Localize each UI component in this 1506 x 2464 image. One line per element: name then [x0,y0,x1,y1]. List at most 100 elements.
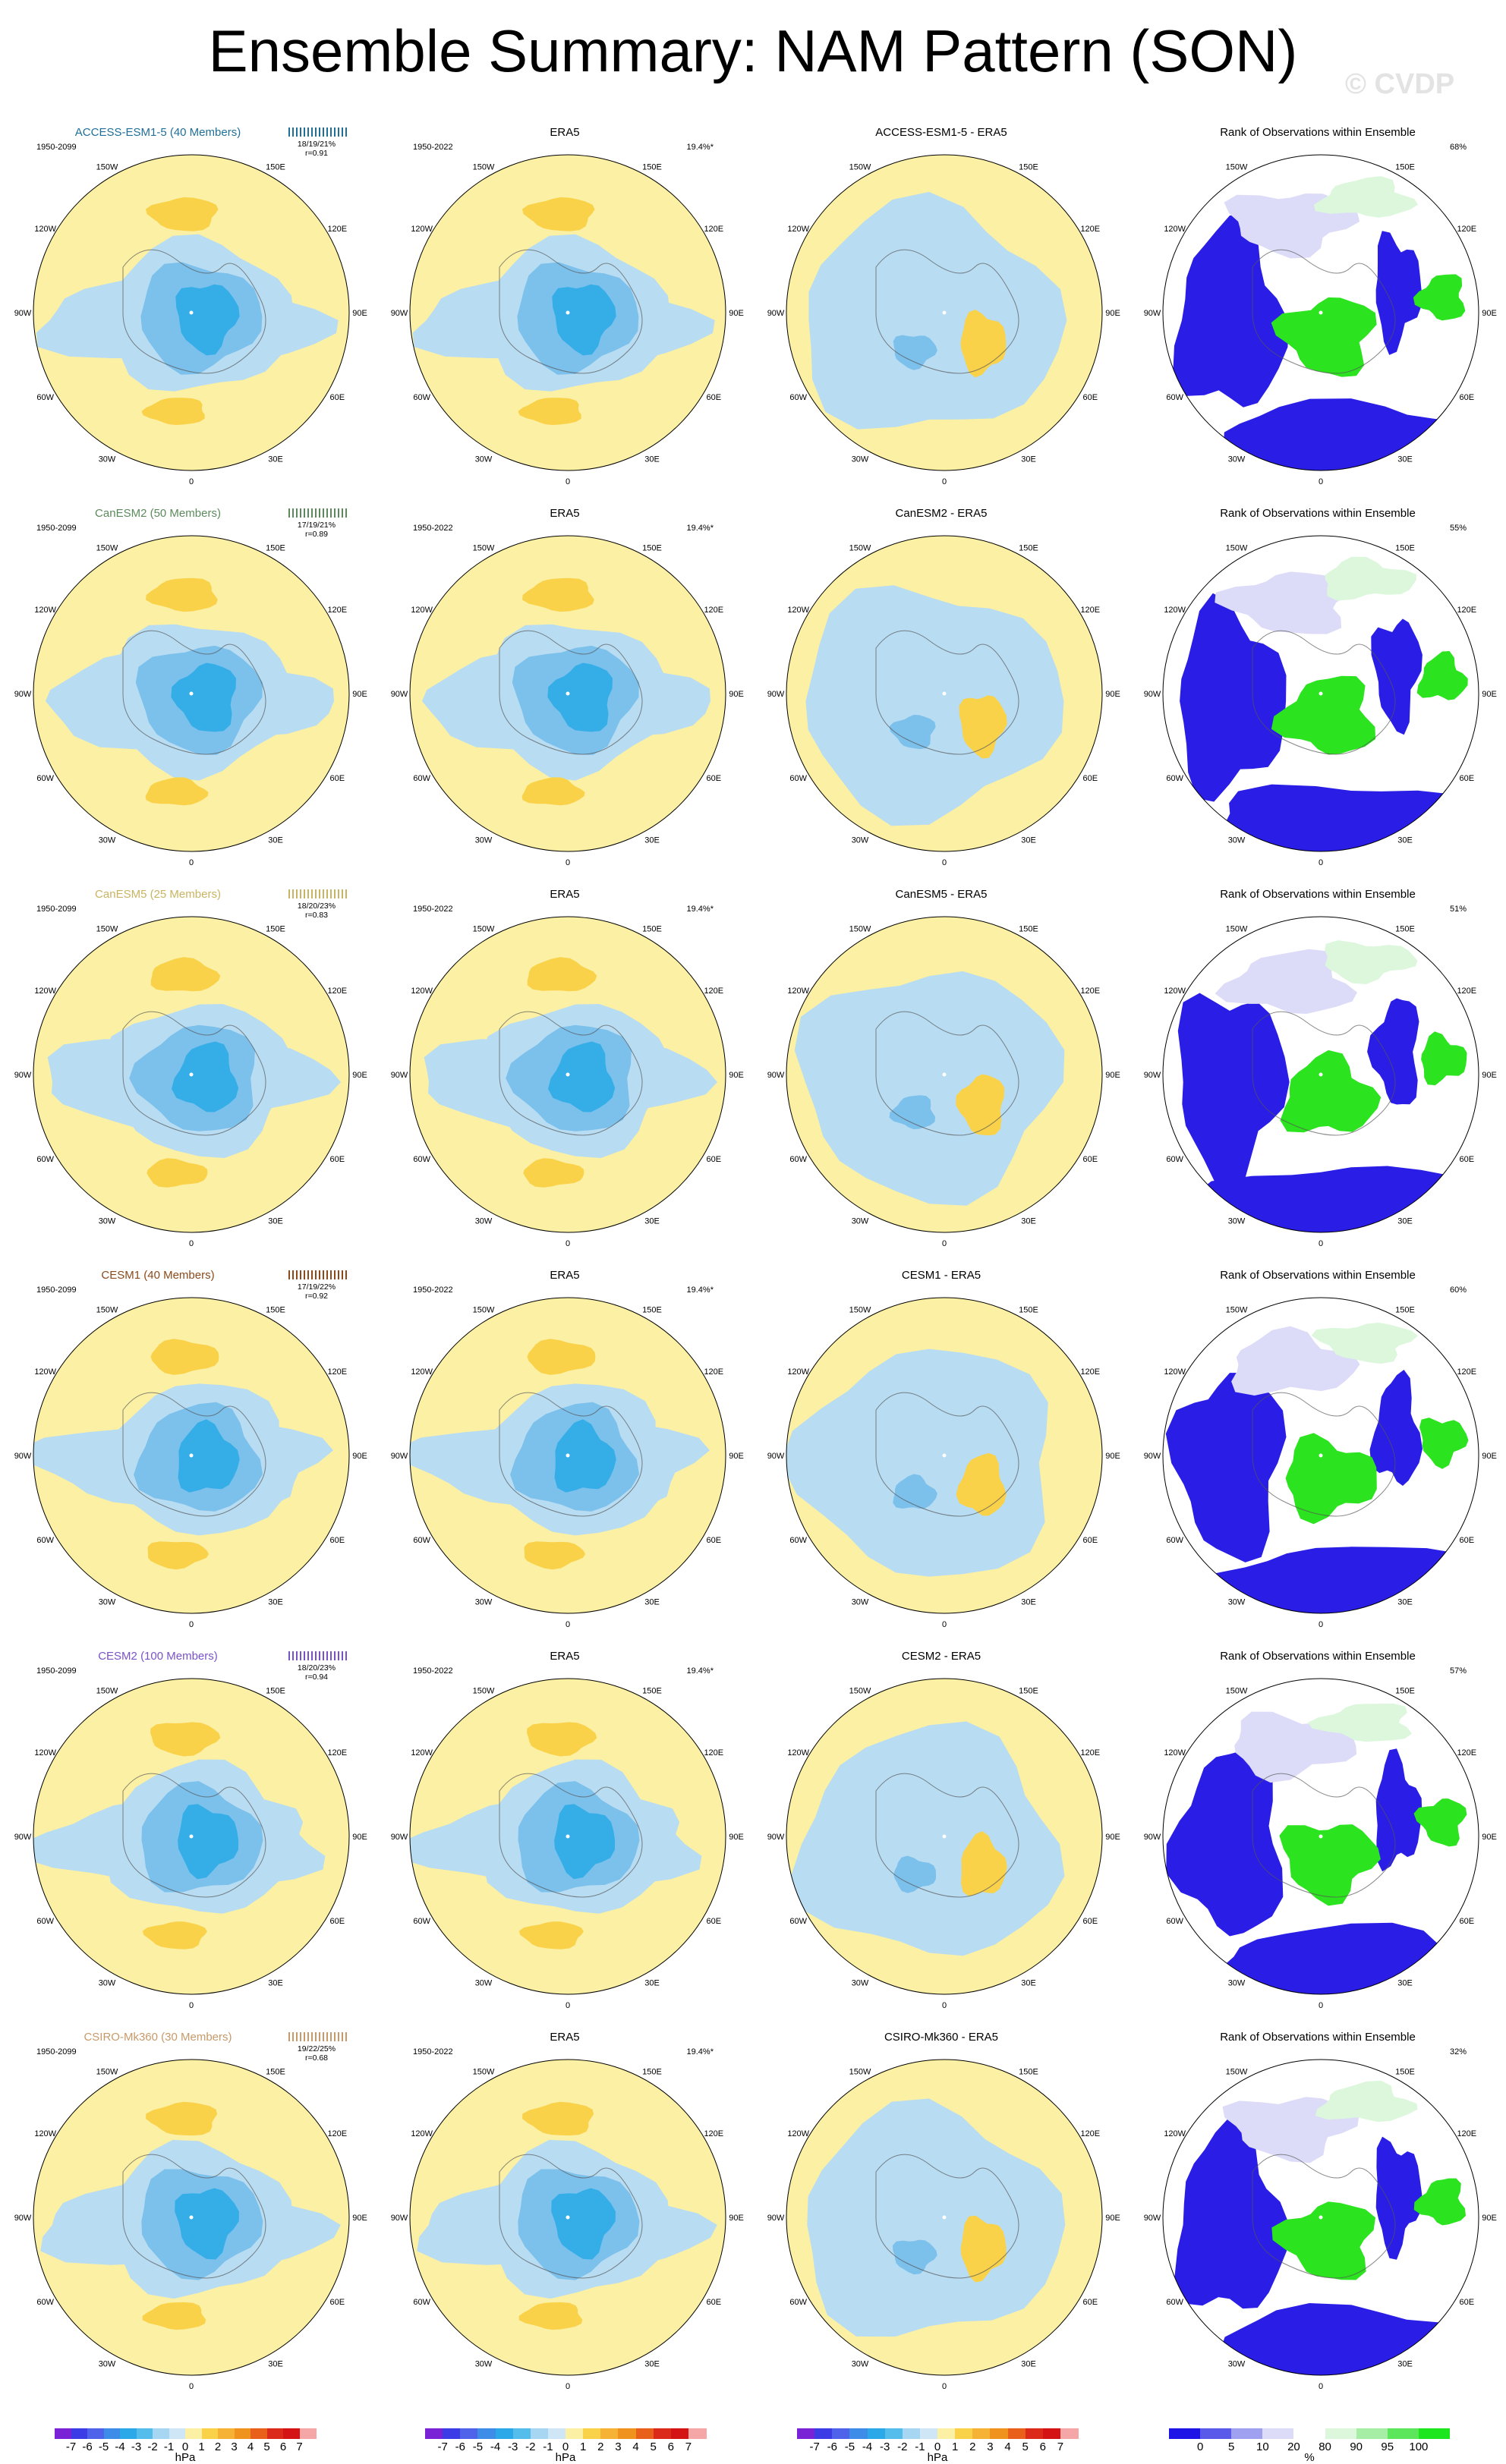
rank-high-region [1421,1031,1467,1086]
period-label: 1950-2022 [413,1666,453,1676]
longitude-label: 90W [1144,690,1161,699]
colorbar-tick-label: 20 [1287,2440,1300,2453]
longitude-label: 120W [411,225,433,234]
diff-map: 180150E120E90E60E30E030W60W90W120W150W [767,2059,1120,2391]
ensemble-member-tick [315,127,317,137]
map-boundary [409,2059,726,2376]
map-boundary [1162,916,1479,1233]
rank-lowmid-region [1231,1326,1360,1396]
coastline [875,2154,1019,2279]
coastline [1252,2154,1396,2279]
diff-map: 180150E120E90E60E30E030W60W90W120W150W [767,154,1120,486]
rank-low-region [1173,214,1288,408]
longitude-label: 0 [1319,1239,1323,1248]
map-boundary [33,2059,350,2376]
ensemble-member-tick [288,1651,290,1660]
diff-panel: 180150E120E90E60E30E030W60W90W120W150WCE… [753,1264,1130,1644]
colorbar-tick-label: 3 [615,2440,622,2453]
longitude-label: 150W [473,925,495,934]
colorbar-tick-label: -6 [82,2440,93,2453]
colorbar-tick-label: -5 [98,2440,109,2453]
longitude-label: 90W [767,1833,785,1842]
colorbar-hpa-obs: -7 -6 -5 -4 -3 -2 -1 0 1 2 3 4 5 6 7 hPa [425,2428,707,2464]
longitude-label: 150E [266,1306,285,1315]
diff-map: 180150E120E90E60E30E030W60W90W120W150W [767,1678,1120,2010]
longitude-label: 120E [704,606,723,615]
diff-title: CSIRO-Mk360 - ERA5 [884,2031,999,2044]
longitude-label: 30E [1397,1597,1413,1606]
longitude-label: 120W [411,1748,433,1758]
longitude-label: 120E [1457,1367,1476,1377]
north-pole-marker [566,310,570,315]
longitude-label: 90W [391,2214,408,2223]
longitude-label: 60W [1166,1536,1183,1545]
positive-anomaly-region [522,577,594,612]
ensemble-member-tick [326,1651,328,1660]
ensemble-member-tick [319,1270,320,1279]
ensemble-member-tick [330,2032,332,2041]
rank-pct: 51% [1449,905,1467,914]
ensemble-member-tick [338,2032,339,2041]
rank-highmid-region [1311,1322,1418,1364]
colorbar-tick-label: 1 [579,2440,587,2453]
longitude-label: 30E [644,455,660,464]
longitude-label: 30E [1397,2359,1413,2368]
rank-low-region [1375,2136,1423,2260]
longitude-label: 120E [327,1367,347,1377]
longitude-label: 60E [1083,393,1098,402]
longitude-label: 60W [413,393,430,402]
diff-panel: 180150E120E90E60E30E030W60W90W120W150WCa… [753,883,1130,1263]
longitude-label: 30W [1228,1216,1246,1226]
longitude-label: 120E [1080,987,1100,996]
rank-highmid-region [1315,2080,1418,2123]
colorbar-unit: hPa [555,2451,576,2464]
map-boundary [409,916,726,1233]
coastline [875,249,1019,374]
north-pole-marker [566,691,570,696]
rank-map: 180150E120E90E60E30E030W60W90W120W150W [1144,154,1497,486]
rank-low-region [1174,2116,1290,2309]
ensemble-member-tick [334,508,336,518]
ensemble-member-tick [307,889,309,898]
colorbar-tick-label: 5 [650,2440,657,2453]
ensemble-member-tick [338,1651,339,1660]
ensemble-member-tick [345,1651,347,1660]
ensemble-member-tick [315,1270,317,1279]
negative-anomaly-core [178,1419,240,1493]
rank-high-region [1280,1049,1382,1133]
longitude-label: 60E [1083,1536,1098,1545]
longitude-label: 30W [475,1978,493,1987]
negative-anomaly-region [892,2239,937,2275]
colorbar-tick-label: 90 [1350,2440,1363,2453]
ensemble-member-tick [334,889,336,898]
coastline [1252,1392,1396,1517]
period-label: 1950-2022 [413,905,453,914]
longitude-label: 60E [1083,2298,1098,2307]
rank-low-region [1371,618,1423,735]
longitude-label: 150W [849,544,871,553]
rank-highmid-region [1307,1703,1413,1742]
rank-title: Rank of Observations within Ensemble [1220,1269,1416,1282]
longitude-label: 90W [391,690,408,699]
obs-panel: 180150E120E90E60E30E030W60W90W120W150WER… [376,121,753,501]
north-pole-marker [189,1453,194,1458]
longitude-label: 90W [391,1071,408,1080]
period-label: 1950-2022 [413,2047,453,2056]
colorbar-tick-label: 4 [632,2440,639,2453]
rank-title: Rank of Observations within Ensemble [1220,126,1416,139]
pattern-correlation: r=0.68 [304,2053,329,2063]
colorbar-swatch [867,2428,886,2439]
negative-anomaly-core [554,1419,616,1493]
ensemble-member-tick [323,127,324,137]
positive-anomaly-region [518,2302,583,2330]
longitude-label: 30W [852,2359,869,2368]
ensemble-member-tick [304,889,305,898]
longitude-label: 30W [475,1597,493,1606]
longitude-label: 90W [767,1452,785,1461]
colorbar-swatch [653,2428,672,2439]
colorbar-tick-label: -5 [844,2440,855,2453]
north-pole-marker [1319,1834,1323,1839]
longitude-label: 30E [268,455,283,464]
positive-anomaly-region [959,695,1007,759]
ensemble-member-tick [342,127,343,137]
